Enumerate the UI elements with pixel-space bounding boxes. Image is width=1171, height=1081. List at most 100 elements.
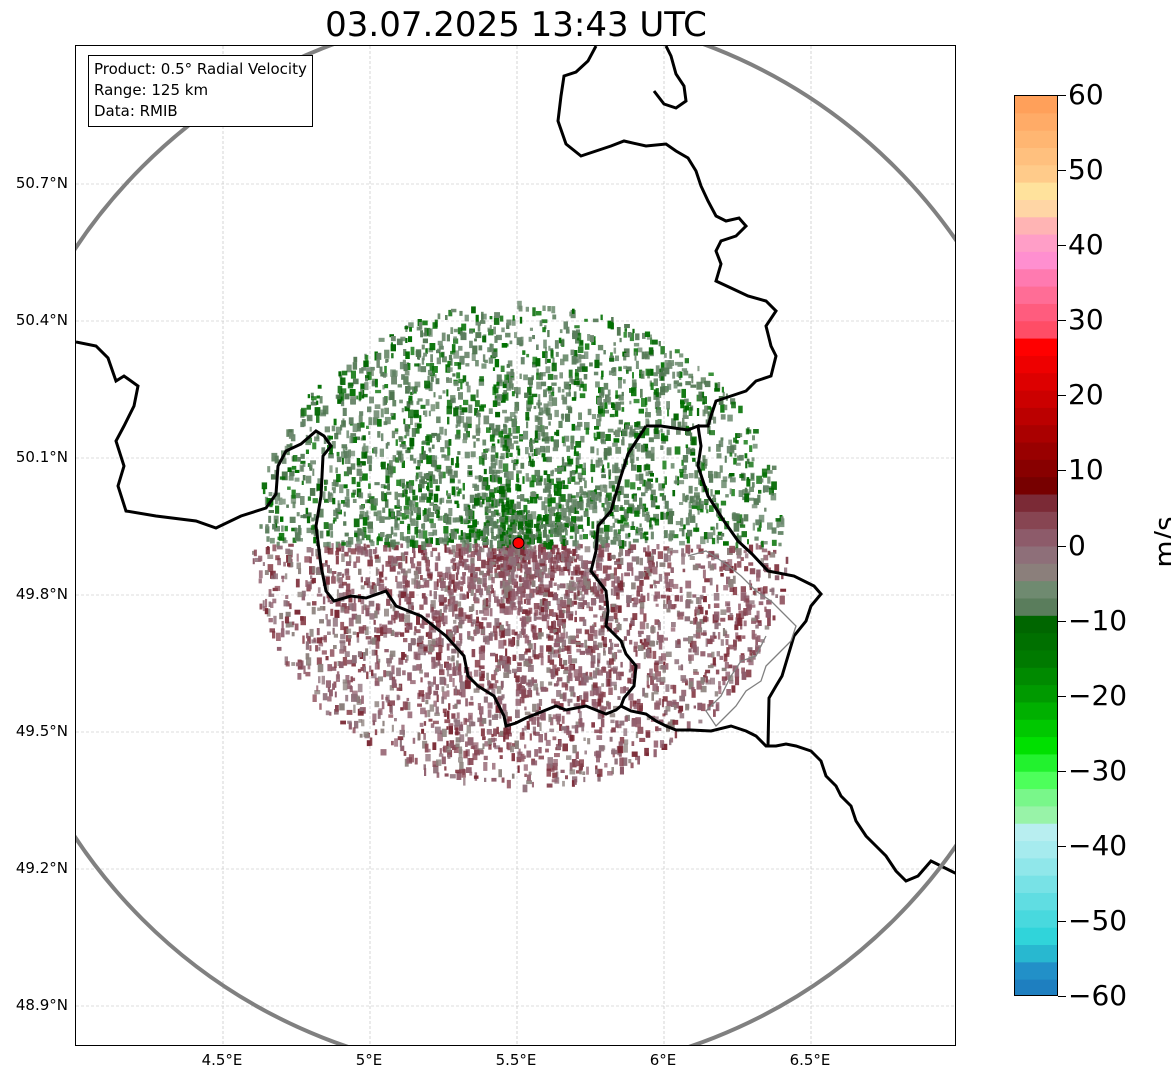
colorbar-swatch bbox=[1015, 286, 1057, 305]
lat-tick-label: 50.7°N bbox=[15, 174, 68, 192]
radar-map-canvas bbox=[76, 46, 955, 1045]
colorbar-tick-mark bbox=[1058, 695, 1066, 697]
colorbar-swatch bbox=[1015, 581, 1057, 600]
colorbar-tick-mark bbox=[1058, 845, 1066, 847]
colorbar-swatch bbox=[1015, 529, 1057, 548]
colorbar-tick-label: 10 bbox=[1068, 453, 1104, 487]
colorbar-tick-mark bbox=[1058, 996, 1066, 997]
lon-tick-label: 4.5°E bbox=[201, 1051, 243, 1069]
colorbar-swatch bbox=[1015, 269, 1057, 288]
colorbar-swatch bbox=[1015, 425, 1057, 444]
colorbar-tick-mark bbox=[1058, 320, 1066, 322]
region-border bbox=[687, 550, 797, 728]
colorbar-swatch bbox=[1015, 771, 1057, 790]
colorbar-swatch bbox=[1015, 737, 1057, 756]
radar-site-marker bbox=[512, 536, 525, 549]
colorbar-swatch bbox=[1015, 338, 1057, 357]
info-box: Product: 0.5° Radial Velocity Range: 125… bbox=[88, 55, 313, 127]
colorbar-swatch bbox=[1015, 754, 1057, 773]
info-product: Product: 0.5° Radial Velocity bbox=[94, 60, 307, 78]
colorbar-swatch bbox=[1015, 945, 1057, 963]
colorbar-swatches bbox=[1015, 96, 1057, 995]
colorbar-swatch bbox=[1015, 667, 1057, 686]
lon-tick-label: 6°E bbox=[649, 1051, 677, 1069]
colorbar-swatch bbox=[1015, 650, 1057, 669]
colorbar-tick-label: −10 bbox=[1068, 603, 1128, 637]
colorbar-tick-label: 30 bbox=[1068, 303, 1104, 337]
lat-tick-label: 49.8°N bbox=[15, 585, 68, 603]
lat-tick-label: 48.9°N bbox=[15, 996, 68, 1014]
colorbar-swatch bbox=[1015, 806, 1057, 825]
colorbar-swatch bbox=[1015, 979, 1057, 995]
colorbar-tick-mark bbox=[1058, 620, 1066, 622]
colorbar-tick-mark bbox=[1058, 770, 1066, 772]
colorbar-swatch bbox=[1015, 217, 1057, 236]
lon-tick-label: 5.5°E bbox=[495, 1051, 537, 1069]
border-north-east bbox=[652, 46, 688, 110]
colorbar-swatch bbox=[1015, 321, 1057, 340]
colorbar-tick-label: −40 bbox=[1068, 828, 1128, 862]
luxembourg-border bbox=[589, 423, 823, 747]
colorbar-tick-label: 60 bbox=[1068, 78, 1104, 111]
colorbar-tick-label: −60 bbox=[1068, 979, 1128, 1012]
colorbar-swatch bbox=[1015, 858, 1057, 877]
border-north bbox=[556, 46, 778, 428]
velocity-colorbar bbox=[1014, 95, 1058, 996]
colorbar-swatch bbox=[1015, 147, 1057, 166]
colorbar-unit-label: m/s bbox=[1148, 516, 1171, 568]
colorbar-tick-label: −30 bbox=[1068, 753, 1128, 787]
colorbar-swatch bbox=[1015, 199, 1057, 218]
colorbar-swatch bbox=[1015, 563, 1057, 582]
colorbar-tick-label: 0 bbox=[1068, 528, 1086, 562]
colorbar-swatch bbox=[1015, 702, 1057, 721]
colorbar-swatch bbox=[1015, 875, 1057, 894]
lat-tick-label: 50.1°N bbox=[15, 448, 68, 466]
lon-tick-label: 6.5°E bbox=[789, 1051, 831, 1069]
colorbar-tick-label: 50 bbox=[1068, 153, 1104, 187]
colorbar-tick-label: 40 bbox=[1068, 228, 1104, 262]
colorbar-swatch bbox=[1015, 719, 1057, 738]
lon-tick-label: 5°E bbox=[355, 1051, 383, 1069]
colorbar-swatch bbox=[1015, 442, 1057, 461]
colorbar-tick-mark bbox=[1058, 395, 1066, 397]
country-borders bbox=[76, 46, 955, 883]
colorbar-swatch bbox=[1015, 459, 1057, 478]
colorbar-swatch bbox=[1015, 165, 1057, 184]
colorbar-swatch bbox=[1015, 685, 1057, 704]
colorbar-swatch bbox=[1015, 355, 1057, 374]
colorbar-swatch bbox=[1015, 893, 1057, 911]
colorbar-tick-mark bbox=[1058, 170, 1066, 172]
colorbar-tick-label: 20 bbox=[1068, 378, 1104, 412]
lat-tick-label: 50.4°N bbox=[15, 311, 68, 329]
colorbar-swatch bbox=[1015, 615, 1057, 634]
colorbar-swatch bbox=[1015, 494, 1057, 513]
colorbar-swatch bbox=[1015, 113, 1057, 132]
colorbar-swatch bbox=[1015, 962, 1057, 981]
colorbar-swatch bbox=[1015, 546, 1057, 565]
colorbar-swatch bbox=[1015, 182, 1057, 201]
colorbar-tick-mark bbox=[1058, 245, 1066, 247]
colorbar-swatch bbox=[1015, 511, 1057, 530]
colorbar-swatch bbox=[1015, 373, 1057, 392]
country-border-west bbox=[76, 340, 622, 728]
colorbar-swatch bbox=[1015, 789, 1057, 808]
country-border-east bbox=[620, 704, 955, 883]
colorbar-swatch bbox=[1015, 477, 1057, 496]
colorbar-swatch bbox=[1015, 234, 1057, 253]
colorbar-swatch bbox=[1015, 927, 1057, 946]
colorbar-swatch bbox=[1015, 390, 1057, 409]
chart-title: 03.07.2025 13:43 UTC bbox=[325, 5, 707, 45]
colorbar-swatch bbox=[1015, 598, 1057, 617]
velocity-echo-layer bbox=[252, 300, 789, 793]
lat-tick-label: 49.2°N bbox=[15, 859, 68, 877]
info-range: Range: 125 km bbox=[94, 81, 209, 99]
colorbar-swatch bbox=[1015, 633, 1057, 652]
info-data-source: Data: RMIB bbox=[94, 102, 178, 120]
colorbar-tick-label: −50 bbox=[1068, 903, 1128, 937]
colorbar-swatch bbox=[1015, 130, 1057, 149]
colorbar-tick-mark bbox=[1058, 545, 1066, 547]
radar-map[interactable] bbox=[75, 45, 956, 1046]
colorbar-tick-mark bbox=[1058, 470, 1066, 472]
colorbar-tick-mark bbox=[1058, 920, 1066, 922]
colorbar-swatch bbox=[1015, 96, 1057, 114]
